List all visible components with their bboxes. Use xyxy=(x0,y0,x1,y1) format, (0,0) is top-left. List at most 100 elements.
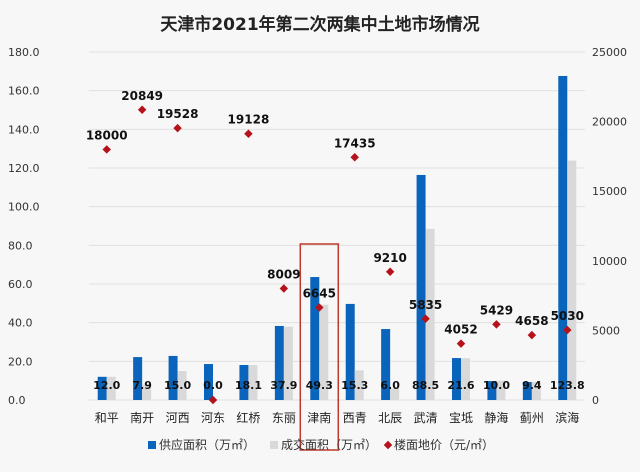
supply-bar xyxy=(452,358,461,400)
deal-data-label: 18.1 xyxy=(235,379,262,392)
deal-bar xyxy=(283,326,293,400)
deal-bar xyxy=(496,380,506,400)
price-data-label: 18000 xyxy=(86,128,128,142)
supply-bar xyxy=(168,355,178,400)
price-marker xyxy=(244,129,253,138)
left-tick-label: 80.0 xyxy=(8,239,33,252)
price-data-label: 20849 xyxy=(121,89,163,103)
deal-bar xyxy=(425,228,435,400)
price-marker xyxy=(102,145,111,154)
chart-title: 天津市2021年第二次两集中土地市场情况 xyxy=(160,15,480,35)
price-data-label: 5835 xyxy=(409,298,442,312)
supply-bar xyxy=(345,303,355,400)
category-label: 河西 xyxy=(166,411,190,425)
deal-bar xyxy=(142,384,152,400)
price-data-label: 5030 xyxy=(551,309,584,323)
legend-label: 成交面积（万㎡） xyxy=(281,438,378,452)
right-tick-label: 10000 xyxy=(592,255,627,268)
supply-bar xyxy=(381,329,391,400)
price-marker xyxy=(563,325,572,335)
legend-deal: 成交面积（万㎡） xyxy=(270,436,377,453)
price-marker xyxy=(456,339,466,348)
category-label: 武清 xyxy=(414,411,438,425)
supply-bar xyxy=(133,357,143,400)
price-marker xyxy=(527,330,537,340)
supply-bar xyxy=(522,382,532,400)
category-label: 北辰 xyxy=(378,411,402,425)
deal-data-label: 10.0 xyxy=(483,379,510,392)
price-data-label: 4658 xyxy=(515,314,548,328)
category-label: 红桥 xyxy=(236,410,260,425)
right-tick-label: 25000 xyxy=(592,46,627,59)
deal-data-label: 12.0 xyxy=(93,379,120,392)
price-marker xyxy=(421,314,430,324)
category-label: 南开 xyxy=(130,410,154,425)
supply-bar xyxy=(310,277,320,400)
highlight-box xyxy=(299,243,340,451)
legend-supply: 供应面积（万㎡） xyxy=(148,436,255,453)
deal-bar xyxy=(177,371,187,400)
price-data-label: 4052 xyxy=(444,323,477,337)
price-data-label: 19528 xyxy=(157,107,199,121)
right-tick-label: 20000 xyxy=(592,116,627,129)
category-label: 西青 xyxy=(343,411,367,425)
category-label: 东丽 xyxy=(272,411,296,425)
price-data-label: 6645 xyxy=(303,287,336,301)
price-marker xyxy=(315,303,324,312)
left-tick-label: 40.0 xyxy=(8,317,33,330)
price-marker xyxy=(173,123,182,133)
category-label: 宝坻 xyxy=(449,410,473,425)
price-marker xyxy=(208,395,218,405)
category-label: 静海 xyxy=(484,410,508,425)
right-tick-label: 0 xyxy=(592,394,599,407)
deal-data-label: 9.4 xyxy=(522,379,542,392)
left-tick-label: 140.0 xyxy=(8,123,40,136)
deal-data-label: 6.0 xyxy=(380,379,400,392)
price-data-label: 17435 xyxy=(334,136,376,150)
price-marker xyxy=(492,320,501,329)
supply-bar xyxy=(204,364,213,400)
deal-data-label: 88.5 xyxy=(412,379,439,392)
deal-data-label: 21.6 xyxy=(447,379,474,392)
category-label: 和平 xyxy=(95,411,119,425)
legend-price: 楼面地价（元/㎡） xyxy=(383,436,494,453)
price-data-label: 9210 xyxy=(373,251,406,265)
right-tick-label: 15000 xyxy=(592,185,627,198)
legend-label: 供应面积（万㎡） xyxy=(159,438,256,452)
deal-data-label: 49.3 xyxy=(306,379,333,392)
price-data-label: 19128 xyxy=(228,113,270,127)
price-marker xyxy=(385,267,395,277)
deal-bar xyxy=(390,388,400,400)
deal-bar xyxy=(319,304,329,400)
left-tick-label: 100.0 xyxy=(8,201,40,214)
price-marker xyxy=(279,284,289,293)
supply-bar xyxy=(274,325,284,400)
supply-bar xyxy=(487,381,497,400)
legend-swatch xyxy=(270,440,278,449)
deal-bar xyxy=(567,160,577,400)
deal-data-label: 37.9 xyxy=(270,379,297,392)
deal-data-label: 7.9 xyxy=(132,379,152,392)
category-label: 河东 xyxy=(201,411,225,425)
right-tick-label: 5000 xyxy=(592,324,620,337)
price-data-label: 8009 xyxy=(267,268,300,282)
supply-bar xyxy=(558,75,568,401)
left-tick-label: 20.0 xyxy=(8,355,33,368)
category-label: 津南 xyxy=(307,410,331,425)
deal-bar xyxy=(106,376,116,400)
deal-bar xyxy=(248,365,258,400)
supply-bar xyxy=(97,376,107,400)
category-label: 滨海 xyxy=(555,410,579,425)
supply-bar xyxy=(239,365,249,400)
legend-swatch xyxy=(148,440,156,449)
left-tick-label: 120.0 xyxy=(8,162,40,175)
price-marker xyxy=(137,105,147,115)
deal-data-label: 15.3 xyxy=(341,379,368,392)
deal-data-label: 123.8 xyxy=(550,379,585,392)
supply-bar xyxy=(416,174,426,400)
left-tick-label: 180.0 xyxy=(8,46,40,59)
deal-data-label: 15.0 xyxy=(164,379,191,392)
price-data-label: 5429 xyxy=(480,303,513,317)
